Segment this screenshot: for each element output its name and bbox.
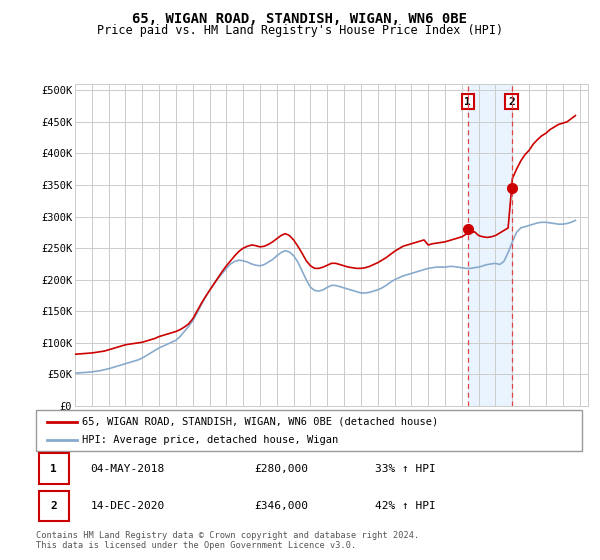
Text: 33% ↑ HPI: 33% ↑ HPI [374, 464, 435, 474]
Text: 1: 1 [50, 464, 57, 474]
Text: 65, WIGAN ROAD, STANDISH, WIGAN, WN6 0BE (detached house): 65, WIGAN ROAD, STANDISH, WIGAN, WN6 0BE… [82, 417, 439, 427]
Text: 2: 2 [508, 97, 515, 107]
Text: 2: 2 [50, 501, 57, 511]
Text: 42% ↑ HPI: 42% ↑ HPI [374, 501, 435, 511]
FancyBboxPatch shape [39, 454, 69, 484]
Text: £280,000: £280,000 [254, 464, 308, 474]
FancyBboxPatch shape [36, 410, 582, 451]
Text: 65, WIGAN ROAD, STANDISH, WIGAN, WN6 0BE: 65, WIGAN ROAD, STANDISH, WIGAN, WN6 0BE [133, 12, 467, 26]
Text: 04-MAY-2018: 04-MAY-2018 [91, 464, 165, 474]
Bar [468, 84, 512, 406]
Text: Contains HM Land Registry data © Crown copyright and database right 2024.
This d: Contains HM Land Registry data © Crown c… [36, 531, 419, 550]
Text: Price paid vs. HM Land Registry's House Price Index (HPI): Price paid vs. HM Land Registry's House … [97, 24, 503, 36]
Text: 1: 1 [464, 97, 471, 107]
Text: 14-DEC-2020: 14-DEC-2020 [91, 501, 165, 511]
FancyBboxPatch shape [39, 491, 69, 521]
Text: £346,000: £346,000 [254, 501, 308, 511]
Text: HPI: Average price, detached house, Wigan: HPI: Average price, detached house, Wiga… [82, 435, 338, 445]
